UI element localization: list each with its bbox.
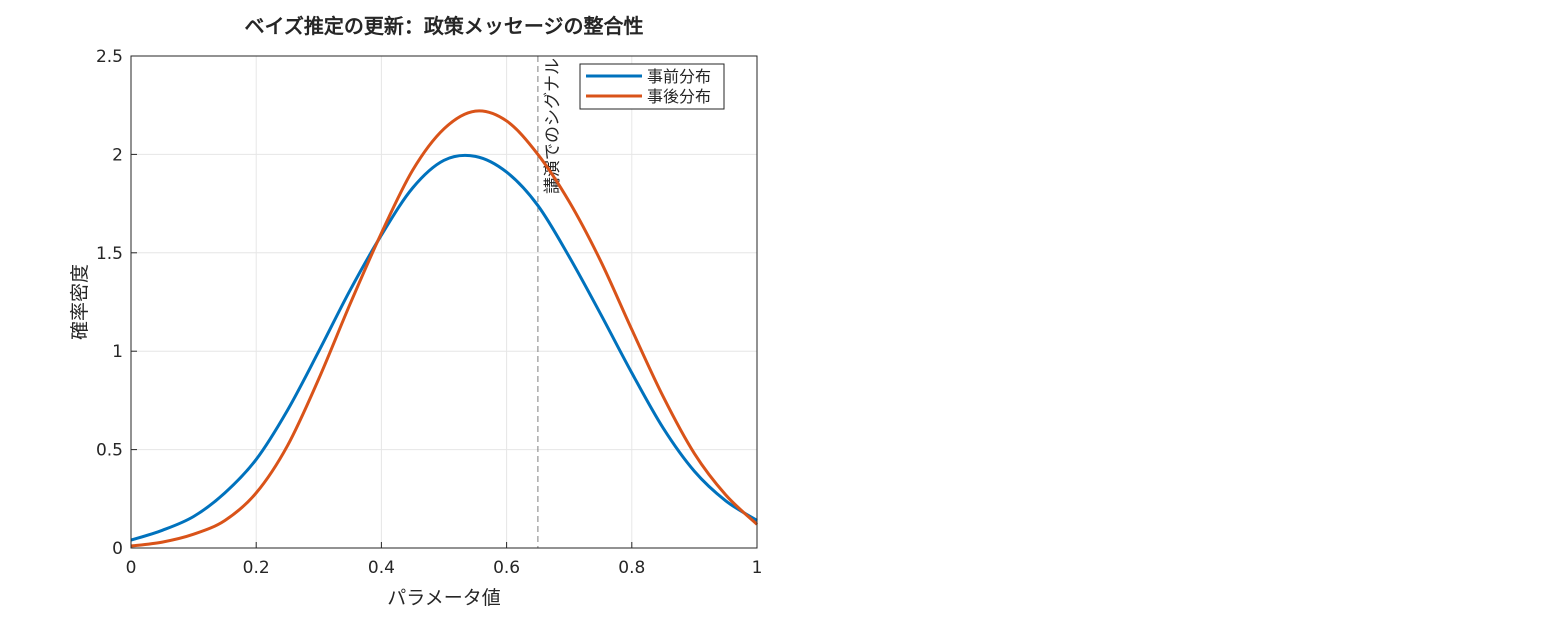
y-tick-label: 2.5 xyxy=(96,47,123,67)
series-line-posterior xyxy=(130,109,759,548)
x-tick-label: 0.4 xyxy=(368,558,395,578)
series-layer xyxy=(130,109,759,548)
x-tick-label: 0.8 xyxy=(618,558,645,578)
axes-box xyxy=(130,55,758,549)
x-tick-label: 0.6 xyxy=(493,558,520,578)
x-tick-label: 1 xyxy=(752,558,763,578)
x-tick-label: 0 xyxy=(126,558,137,578)
y-tick-label: 0.5 xyxy=(96,441,123,461)
y-axis-label: 確率密度 xyxy=(69,264,91,340)
y-tick-label: 2 xyxy=(112,145,123,165)
signal-annotation-label: 講演でのシグナル xyxy=(543,58,563,194)
legend-label-posterior: 事後分布 xyxy=(647,87,711,106)
chart-title: ベイズ推定の更新：政策メッセージの整合性 xyxy=(245,14,644,38)
series-line-prior xyxy=(130,153,758,542)
legend-label-prior: 事前分布 xyxy=(647,67,711,86)
legend-box xyxy=(579,63,725,110)
ticks: 0 0.2 0.4 0.6 0.8 1 0 0.5 1 1.5 2 2.5 xyxy=(96,47,762,578)
y-tick-label: 1 xyxy=(112,342,123,362)
y-tick-label: 0 xyxy=(112,539,123,559)
y-tick-label: 1.5 xyxy=(96,244,123,264)
legend: 事前分布 事後分布 xyxy=(579,63,725,110)
annotation-layer: 講演でのシグナル xyxy=(537,56,563,548)
x-axis-label: パラメータ値 xyxy=(387,587,500,609)
x-tick-label: 0.2 xyxy=(243,558,270,578)
